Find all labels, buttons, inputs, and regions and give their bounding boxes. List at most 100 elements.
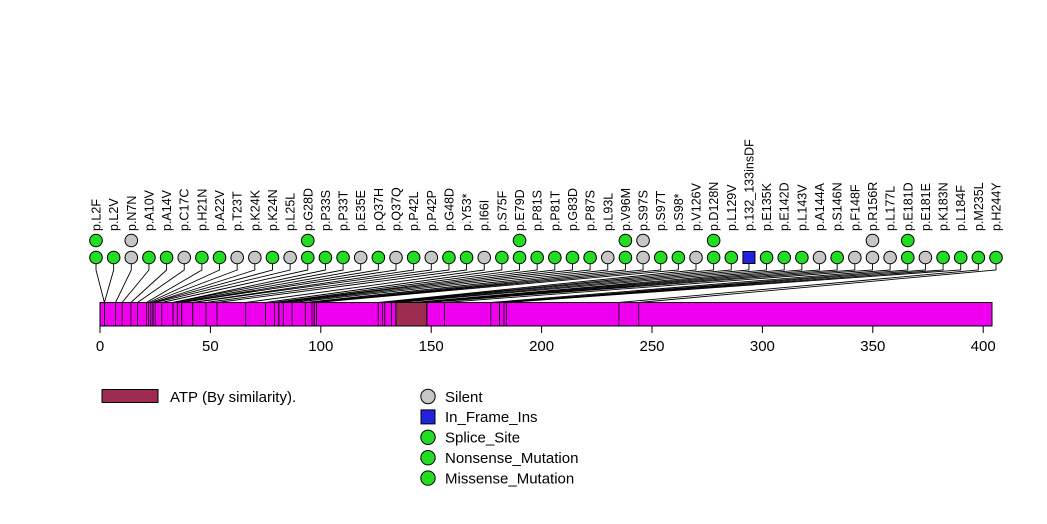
mutation-label: p.E79D — [513, 189, 527, 231]
mutation-marker — [353, 250, 368, 265]
mutation-marker — [953, 250, 968, 265]
mutation-marker — [283, 250, 297, 265]
mutation-marker — [248, 250, 262, 265]
mutation-marker — [212, 250, 227, 265]
lollipop-stem — [384, 263, 732, 303]
mutation-marker — [865, 250, 880, 265]
lollipop-stem — [205, 263, 450, 303]
mutation-label: p.E142D — [778, 182, 792, 231]
lollipop-stem — [192, 263, 432, 303]
mutation-marker — [600, 250, 615, 265]
mutation-marker — [89, 233, 103, 248]
lollipop-stem — [490, 263, 891, 303]
axis-tick-label: 0 — [96, 338, 104, 355]
lollipop-stem — [444, 263, 873, 303]
mutation-marker — [671, 250, 686, 265]
mutation-marker — [406, 250, 421, 265]
lollipop-stem — [148, 263, 220, 303]
mutation-marker — [565, 250, 580, 265]
mutation-marker — [777, 250, 792, 265]
lollipop-stem — [503, 263, 944, 303]
axis-tick-label: 150 — [419, 338, 444, 355]
lollipop-stem — [152, 263, 256, 303]
lollipop-stem — [103, 263, 115, 303]
lollipop-stem — [155, 263, 291, 303]
mutation-label: p.G83D — [566, 188, 580, 231]
mutation-label: p.G28D — [301, 188, 315, 231]
mutation-marker — [618, 233, 633, 248]
mutation-label: p.M235L — [972, 182, 986, 231]
mutation-label: p.G48D — [442, 188, 456, 231]
mutation-marker — [812, 250, 827, 265]
mutation-marker — [865, 233, 880, 248]
legend-domain-label: ATP (By similarity). — [170, 389, 296, 406]
lollipop-stem — [137, 263, 185, 303]
mutation-marker — [230, 250, 244, 265]
mutation-marker — [142, 250, 156, 265]
mutation-label: p.P81T — [548, 190, 562, 231]
mutation-marker — [495, 250, 509, 265]
mutation-label: p.D128N — [707, 182, 721, 231]
mutation-marker — [459, 250, 474, 265]
mutation-label: p.L25L — [284, 193, 298, 231]
mutation-marker — [124, 250, 139, 265]
mutation-label: p.L184F — [954, 185, 968, 231]
mutation-marker — [689, 250, 703, 265]
mutation-marker — [106, 250, 121, 265]
lollipop-stem — [506, 263, 962, 303]
mutation-marker — [653, 250, 668, 265]
lollipop-stem — [499, 263, 926, 303]
lollipop-stem — [192, 263, 415, 303]
mutation-label: p.S97T — [654, 190, 668, 231]
mutation-marker — [795, 250, 809, 265]
mutation-label: p.L2F — [90, 199, 104, 231]
mutation-label: p.E135K — [760, 182, 774, 231]
lollipop-stem — [292, 263, 591, 303]
mutation-label: p.P87S — [584, 190, 598, 231]
mutation-label: p.S98* — [672, 193, 686, 231]
mutation-label: p.R156R — [866, 182, 880, 231]
lollipop-stem — [316, 263, 679, 303]
mutation-label: p.C17C — [178, 189, 192, 231]
mutation-marker — [300, 233, 315, 248]
lollipop-stem — [161, 263, 309, 303]
mutation-marker — [636, 233, 650, 248]
lollipop-stem — [181, 263, 397, 303]
lollipop-stem — [422, 263, 838, 303]
mutation-label: p.S75F — [495, 190, 509, 231]
lollipop-stem — [305, 263, 609, 303]
mutation-marker — [159, 250, 174, 265]
mutation-label: p.L93L — [601, 193, 615, 231]
legend-marker-splice_site — [420, 429, 436, 445]
mutation-marker — [477, 250, 492, 265]
mutation-marker — [883, 250, 897, 265]
axis-tick-label: 200 — [529, 338, 554, 355]
mutation-marker — [636, 250, 650, 265]
lollipop-stem — [278, 263, 538, 303]
legend-marker-missense_mutation — [420, 470, 436, 486]
mutation-label: p.I66I — [478, 200, 492, 231]
mutation-label: p.P33T — [337, 190, 351, 231]
lollipop-stem — [638, 263, 997, 303]
mutation-marker — [900, 250, 915, 265]
protein-bar — [99, 302, 993, 327]
mutation-marker — [530, 250, 544, 265]
mutation-marker — [583, 250, 597, 265]
mutation-marker — [548, 250, 562, 265]
mutation-marker — [265, 250, 280, 265]
mutation-label: p.Q37Q — [390, 187, 404, 231]
mutation-marker — [124, 233, 139, 248]
legend-marker-nonsense_mutation — [420, 450, 436, 466]
mutation-label: p.E181D — [901, 182, 915, 231]
mutation-label: p.132_133insDF — [742, 139, 756, 231]
mutation-label: p.Q37H — [372, 188, 386, 231]
lollipop-stem — [398, 263, 768, 303]
mutation-marker — [759, 250, 774, 265]
mutation-marker — [900, 233, 915, 248]
mutation-label: p.E181E — [919, 183, 933, 231]
lollipop-stem — [274, 263, 520, 303]
axis-tick-label: 350 — [860, 338, 885, 355]
mutation-label: p.L143V — [795, 184, 809, 231]
mutation-label: p.A10V — [142, 189, 156, 231]
mutation-marker — [848, 250, 862, 265]
